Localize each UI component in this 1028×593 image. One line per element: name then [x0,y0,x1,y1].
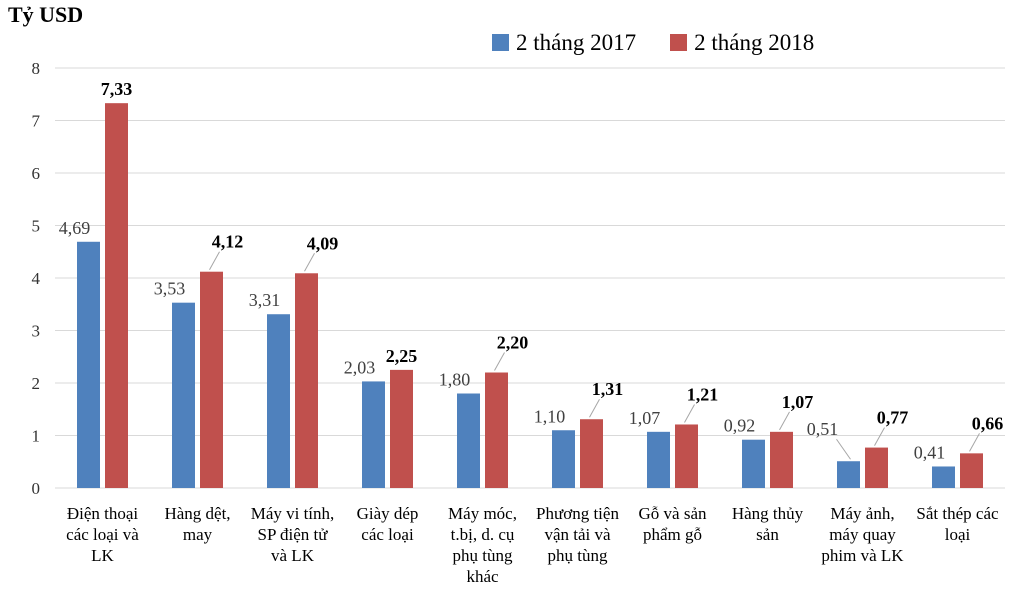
y-tick-label: 3 [32,322,41,341]
bar-2017 [172,302,195,488]
category-label: Hàng thủy sản [732,504,804,544]
category-label: Máy móc, t.bị, d. cụ phụ tùng khác [448,504,517,586]
value-label-2018: 1,07 [782,392,814,412]
value-label-2018: 0,77 [877,408,909,428]
label-leader-line [684,404,695,423]
value-label-2017: 4,69 [59,218,91,238]
label-leader-line [969,433,980,452]
value-label-2018: 2,25 [386,346,418,366]
y-tick-label: 7 [32,112,41,131]
legend-item-2-tháng-2017: 2 tháng 2017 [492,31,636,54]
value-label-2018: 0,66 [972,413,1004,433]
bar-2018 [390,369,413,488]
chart-legend: 2 tháng 2017 2 tháng 2018 [492,31,814,54]
value-label-2017: 2,03 [344,357,376,377]
bar-2017 [362,381,385,488]
value-label-2018: 1,31 [592,379,624,399]
bar-2018 [865,447,888,488]
category-label: Điện thoại các loại và LK [66,504,139,565]
bar-2017 [837,461,860,488]
bar-2018 [770,431,793,488]
bar-2017 [552,430,575,488]
legend-swatch-icon [670,34,688,51]
value-label-2018: 4,09 [307,233,339,253]
legend-item-2-tháng-2018: 2 tháng 2018 [670,31,814,54]
label-leader-line [304,253,315,272]
value-label-2017: 3,53 [154,279,186,299]
bar-2017 [457,393,480,488]
bar-2018 [295,273,318,488]
y-tick-label: 1 [32,427,41,446]
value-label-2018: 7,33 [101,79,133,99]
category-label: Hàng dệt, may [164,504,230,544]
label-leader-line [209,251,220,270]
label-leader-line [589,398,600,418]
value-label-2017: 1,10 [534,406,566,426]
label-leader-line [779,411,790,431]
bar-2018 [105,103,128,489]
value-label-2017: 0,92 [724,416,756,436]
value-label-2017: 1,07 [629,408,661,428]
category-label: Máy vi tính, SP điện tử và LK [251,504,335,565]
y-tick-label: 2 [32,374,41,393]
bar-2018 [580,419,603,488]
value-label-2017: 0,51 [807,419,839,439]
y-tick-label: 5 [32,217,41,236]
label-leader-line [874,427,885,446]
legend-swatch-icon [492,34,509,51]
bar-2017 [77,241,100,488]
legend-label: 2 tháng 2017 [516,30,637,55]
bar-2018 [485,372,508,488]
value-label-2017: 3,31 [249,290,281,310]
value-label-2018: 2,20 [497,333,529,353]
bar-2018 [675,424,698,488]
bar-2017 [742,439,765,488]
category-label: Sắt thép các loại [916,504,999,544]
bar-2018 [960,453,983,488]
value-label-2018: 4,12 [212,232,244,252]
bar-2018 [200,271,223,488]
y-tick-label: 4 [32,269,41,288]
y-tick-label: 6 [32,164,41,183]
bar-2017 [267,314,290,488]
category-label: Máy ảnh, máy quay phim và LK [821,504,904,565]
chart-title: Tỷ USD [8,2,84,27]
value-label-2017: 0,41 [914,442,946,462]
y-tick-label: 8 [32,59,41,78]
value-label-2018: 1,21 [687,384,719,404]
category-label: Gỗ và sản phẩm gỗ [639,504,707,544]
label-leader-line [836,438,851,460]
legend-label: 2 tháng 2018 [694,30,815,55]
bar-2017 [647,431,670,488]
y-tick-label: 0 [32,479,41,498]
value-label-2017: 1,80 [439,370,471,390]
label-leader-line [494,352,505,371]
category-label: Phương tiện vận tải và phụ tùng [536,504,619,565]
bar-2017 [932,466,955,488]
category-label: Giày dép các loại [357,504,419,544]
